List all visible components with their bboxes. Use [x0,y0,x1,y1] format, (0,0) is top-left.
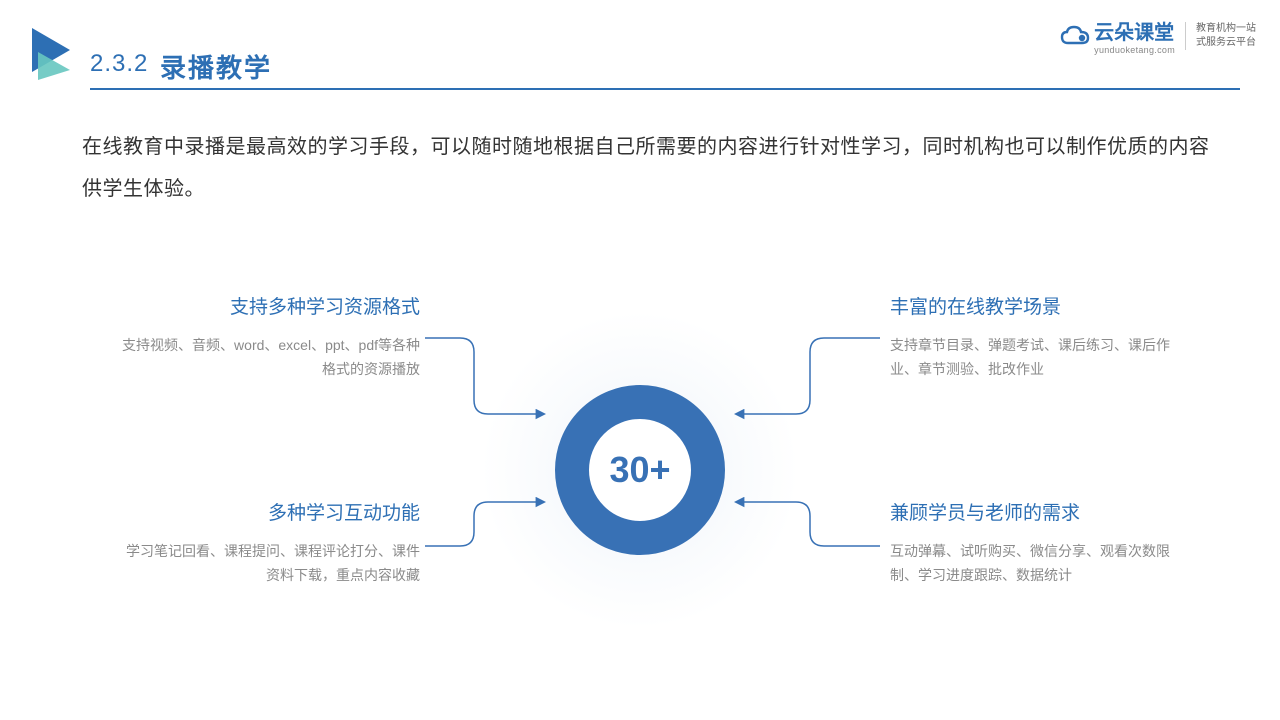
feature-desc: 支持视频、音频、word、excel、ppt、pdf等各种格式的资源播放 [120,333,420,381]
feature-title: 丰富的在线教学场景 [890,292,1190,319]
play-icon [32,28,80,85]
feature-title: 多种学习互动功能 [120,498,420,525]
feature-top-left: 支持多种学习资源格式 支持视频、音频、word、excel、ppt、pdf等各种… [120,292,420,381]
brand-domain: yunduoketang.com [1094,45,1175,55]
feature-bottom-right: 兼顾学员与老师的需求 互动弹幕、试听购买、微信分享、观看次数限制、学习进度跟踪、… [890,498,1190,587]
ring-label: 30+ [609,449,670,491]
cloud-icon [1060,25,1090,47]
brand-name: 云朵课堂 [1094,16,1175,45]
feature-title: 支持多种学习资源格式 [120,292,420,319]
brand-tagline-2: 式服务云平台 [1196,36,1256,50]
header: 2.3.2 录播教学 云朵课堂 yunduoketang.com 教育机构一站 … [0,0,1280,90]
title-underline [90,88,1240,90]
brand-tagline-1: 教育机构一站 [1196,22,1256,36]
brand-tagline: 教育机构一站 式服务云平台 [1185,22,1256,50]
feature-desc: 学习笔记回看、课程提问、课程评论打分、课件资料下载，重点内容收藏 [120,539,420,587]
section-title: 录播教学 [160,48,272,85]
feature-desc: 支持章节目录、弹题考试、课后练习、课后作业、章节测验、批改作业 [890,333,1190,381]
feature-title: 兼顾学员与老师的需求 [890,498,1190,525]
feature-desc: 互动弹幕、试听购买、微信分享、观看次数限制、学习进度跟踪、数据统计 [890,539,1190,587]
brand-logo: 云朵课堂 yunduoketang.com 教育机构一站 式服务云平台 [1060,16,1256,55]
center-ring: 30+ [555,385,725,555]
section-number: 2.3.2 [90,50,148,78]
feature-bottom-left: 多种学习互动功能 学习笔记回看、课程提问、课程评论打分、课件资料下载，重点内容收… [120,498,420,587]
feature-top-right: 丰富的在线教学场景 支持章节目录、弹题考试、课后练习、课后作业、章节测验、批改作… [890,292,1190,381]
feature-diagram: 30+ 支持多种学习资源格式 支持视频、音频、word、excel、ppt、pd… [0,260,1280,680]
intro-text: 在线教育中录播是最高效的学习手段，可以随时随地根据自己所需要的内容进行针对性学习… [82,126,1220,210]
